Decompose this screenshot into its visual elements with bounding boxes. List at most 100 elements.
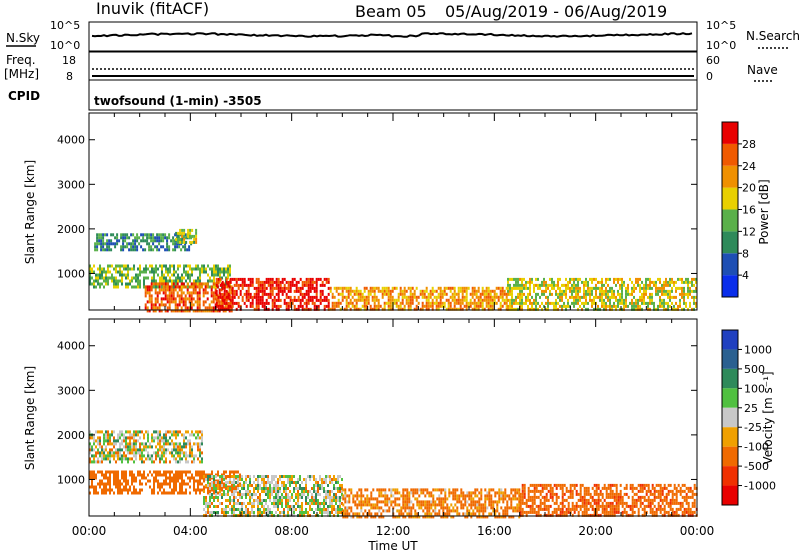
heatmap-cell xyxy=(573,510,576,514)
colorbar-tick-label: 16 xyxy=(742,204,756,217)
heatmap-cell xyxy=(191,476,193,480)
heatmap-cell xyxy=(154,291,157,295)
heatmap-cell xyxy=(188,300,191,304)
heatmap-cell xyxy=(189,267,191,271)
heatmap-cell xyxy=(199,279,201,283)
heatmap-cell xyxy=(100,239,103,243)
heatmap-cell xyxy=(378,509,381,513)
heatmap-cell xyxy=(389,304,392,308)
heatmap-cell xyxy=(124,236,127,240)
heatmap-cell xyxy=(593,489,596,493)
heatmap-cell xyxy=(599,504,602,508)
heatmap-cell xyxy=(137,433,139,437)
heatmap-cell xyxy=(414,509,417,513)
heatmap-cell xyxy=(327,298,330,302)
heatmap-cell xyxy=(329,286,332,290)
heatmap-cell xyxy=(116,242,119,246)
heatmap-cell xyxy=(683,301,685,305)
heatmap-cell xyxy=(303,478,305,481)
heatmap-cell xyxy=(649,301,651,305)
heatmap-cell xyxy=(493,292,496,296)
heatmap-cell xyxy=(500,494,503,498)
heatmap-cell xyxy=(175,473,177,477)
heatmap-cell xyxy=(291,505,293,508)
heatmap-cell xyxy=(471,307,474,311)
heatmap-cell xyxy=(269,289,272,293)
heatmap-cell xyxy=(127,267,129,271)
heatmap-cell xyxy=(611,483,614,487)
heatmap-cell xyxy=(193,267,195,271)
heatmap-cell xyxy=(213,511,215,514)
heatmap-cell xyxy=(447,307,450,311)
heatmap-cell xyxy=(641,298,643,302)
heatmap-cell xyxy=(192,282,195,286)
heatmap-cell xyxy=(223,267,225,271)
heatmap-cell xyxy=(265,298,268,302)
heatmap-cell xyxy=(122,245,125,249)
heatmap-cell xyxy=(591,286,593,290)
heatmap-cell xyxy=(363,298,366,302)
heatmap-cell xyxy=(167,439,169,443)
heatmap-cell xyxy=(609,483,612,487)
heatmap-cell xyxy=(529,277,531,281)
heatmap-cell xyxy=(619,498,622,502)
heatmap-cell xyxy=(406,497,409,501)
noise-left-tick-top: 10^5 xyxy=(50,19,80,32)
heatmap-cell xyxy=(465,304,468,308)
heatmap-cell xyxy=(392,500,395,504)
heatmap-cell xyxy=(617,510,620,514)
heatmap-cell xyxy=(388,500,391,504)
heatmap-cell xyxy=(179,231,182,235)
heatmap-cell xyxy=(115,476,117,480)
heatmap-cell xyxy=(633,498,636,502)
heatmap-cell xyxy=(169,485,171,489)
heatmap-cell xyxy=(129,488,131,492)
heatmap-cell xyxy=(287,301,290,305)
heatmap-cell xyxy=(173,482,175,486)
heatmap-cell xyxy=(476,506,479,510)
heatmap-cell xyxy=(153,430,155,434)
heatmap-cell xyxy=(464,515,467,519)
heatmap-cell xyxy=(335,502,337,505)
heatmap-cell xyxy=(653,307,655,311)
heatmap-cell xyxy=(517,280,519,284)
heatmap-cell xyxy=(185,240,188,244)
heatmap-cell xyxy=(123,445,125,449)
heatmap-cell xyxy=(281,502,283,505)
heatmap-cell xyxy=(473,286,476,290)
heatmap-cell xyxy=(177,273,179,277)
heatmap-cell xyxy=(321,481,323,484)
heatmap-cell xyxy=(116,236,119,240)
heatmap-cell xyxy=(279,286,282,290)
heatmap-cell xyxy=(101,270,103,274)
heatmap-cell xyxy=(185,482,187,486)
heatmap-cell xyxy=(649,286,651,290)
heatmap-cell xyxy=(101,276,103,280)
heatmap-cell xyxy=(143,436,145,440)
heatmap-cell xyxy=(187,430,189,434)
heatmap-cell xyxy=(180,288,183,292)
heatmap-cell xyxy=(157,454,159,458)
heatmap-cell xyxy=(179,264,181,268)
heatmap-cell xyxy=(295,493,297,496)
heatmap-cell xyxy=(309,280,312,284)
heatmap-cell xyxy=(176,285,179,289)
heatmap-cell xyxy=(257,481,259,484)
heatmap-cell xyxy=(291,493,293,496)
heatmap-cell xyxy=(599,280,601,284)
heatmap-cell xyxy=(229,499,231,502)
heatmap-cell xyxy=(331,292,334,296)
heatmap-cell xyxy=(255,301,258,305)
heatmap-cell xyxy=(139,491,141,495)
heatmap-cell xyxy=(205,270,207,274)
heatmap-cell xyxy=(295,307,298,311)
heatmap-cell xyxy=(251,280,254,284)
heatmap-cell xyxy=(131,442,133,446)
heatmap-cell xyxy=(341,484,343,487)
heatmap-cell xyxy=(202,291,205,295)
heatmap-cell xyxy=(615,489,618,493)
heatmap-cell xyxy=(456,512,459,516)
heatmap-cell xyxy=(563,292,565,296)
heatmap-cell xyxy=(233,478,235,481)
heatmap-cell xyxy=(409,307,412,311)
